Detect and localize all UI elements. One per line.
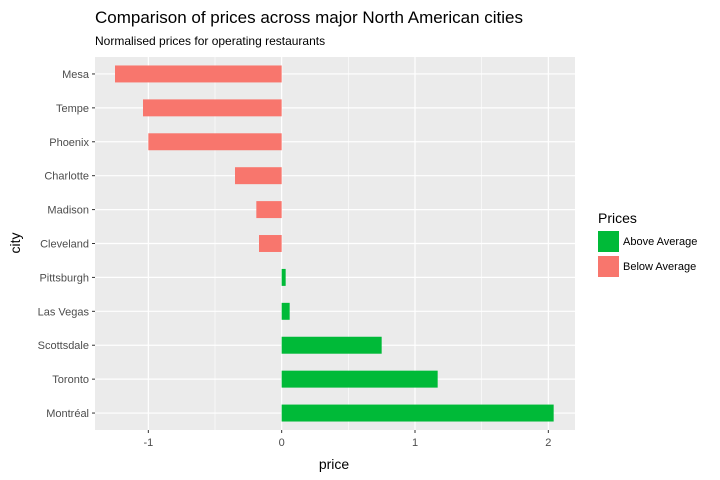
legend-swatch-below-average (598, 256, 619, 277)
bar-phoenix (148, 133, 282, 151)
x-tick-label: 2 (545, 437, 551, 449)
chart-subtitle: Normalised prices for operating restaura… (95, 34, 326, 48)
bar-toronto (281, 370, 438, 388)
y-tick-label: Tempe (56, 103, 89, 115)
x-tick-label: 0 (279, 437, 285, 449)
y-tick-label: Las Vegas (38, 306, 90, 318)
bar-las-vegas (281, 302, 290, 320)
x-tick-label: 1 (412, 437, 418, 449)
y-tick-label: Pittsburgh (39, 272, 89, 284)
bar-scottsdale (281, 336, 382, 354)
bar-madison (256, 201, 282, 219)
y-tick-label: Mesa (62, 69, 90, 81)
x-tick-label: -1 (143, 437, 153, 449)
bar-cleveland (259, 235, 282, 252)
bar-mesa (115, 65, 282, 83)
chart-title: Comparison of prices across major North … (95, 8, 523, 27)
legend-item-below-average: Below Average (598, 254, 697, 279)
x-tick-labels: -1 0 1 2 (143, 430, 551, 449)
x-axis-label: price (319, 456, 350, 472)
legend-item-above-average: Above Average (598, 229, 697, 254)
legend-title: Prices (598, 210, 637, 226)
bar-tempe (143, 99, 282, 117)
y-tick-label: Scottsdale (38, 340, 89, 352)
y-tick-labels: Mesa Tempe Phoenix Charlotte Madison Clevelan… (38, 69, 95, 420)
y-tick-label: Phoenix (49, 137, 89, 149)
y-tick-label: Toronto (52, 374, 89, 386)
y-tick-label: Charlotte (44, 171, 89, 183)
legend-swatch-above-average (598, 231, 619, 252)
bar-montr-al (281, 404, 554, 422)
bar-charlotte (235, 167, 282, 185)
y-tick-label: Cleveland (40, 239, 89, 251)
legend: Prices Above Average Below Average (598, 210, 697, 279)
bars (115, 65, 554, 422)
y-tick-label: Madison (47, 205, 89, 217)
y-axis-label: city (7, 233, 23, 254)
legend-label-above-average: Above Average (623, 235, 698, 248)
bar-pittsburgh (281, 268, 286, 286)
y-tick-label: Montréal (46, 408, 89, 420)
legend-label-below-average: Below Average (623, 260, 697, 273)
